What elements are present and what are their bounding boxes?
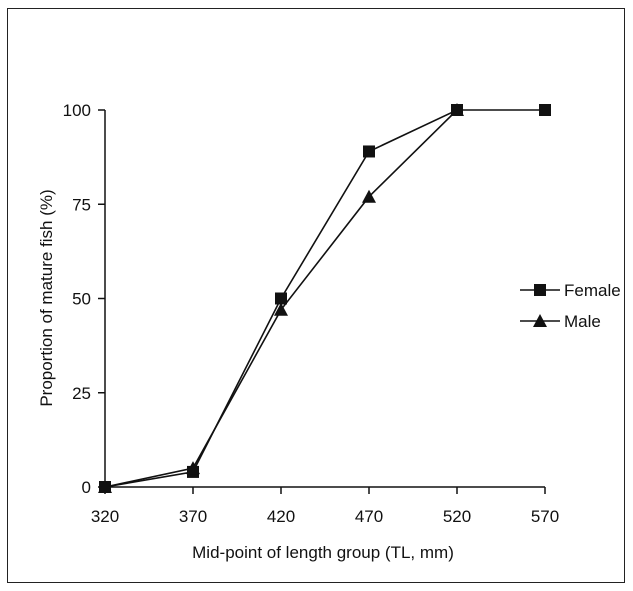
series-female xyxy=(99,104,551,493)
male-point xyxy=(274,302,288,316)
chart-frame xyxy=(7,8,625,583)
y-tick-label: 50 xyxy=(72,290,91,309)
x-tick-label: 420 xyxy=(267,507,295,526)
female-line xyxy=(104,109,545,488)
legend-label-male: Male xyxy=(564,312,601,331)
female-point xyxy=(539,104,551,116)
x-tick-label: 470 xyxy=(355,507,383,526)
x-tick-label: 520 xyxy=(443,507,471,526)
female-point xyxy=(275,292,287,305)
male-point xyxy=(362,189,376,203)
x-tick-label: 570 xyxy=(531,507,559,526)
legend-marker-female xyxy=(534,284,546,296)
x-tick-label: 370 xyxy=(179,507,207,526)
series-layer xyxy=(98,103,551,493)
y-axis-title: Proportion of mature fish (%) xyxy=(37,189,56,406)
male-point xyxy=(186,461,200,475)
legend-label-female: Female xyxy=(564,281,621,300)
series-male xyxy=(98,103,464,493)
male-point xyxy=(98,480,112,493)
y-tick-label: 75 xyxy=(72,195,91,214)
male-point xyxy=(450,103,464,116)
y-tick-label: 0 xyxy=(82,478,91,497)
legend: Female Male xyxy=(520,281,621,331)
y-tick-label: 25 xyxy=(72,384,91,403)
x-tick-label: 320 xyxy=(91,507,119,526)
y-tick-label: 100 xyxy=(63,101,91,120)
x-axis-title: Mid-point of length group (TL, mm) xyxy=(192,543,454,562)
legend-marker-male xyxy=(533,314,547,327)
female-point xyxy=(363,145,375,158)
axes: 320 370 420 470 520 570 0 25 50 75 100 xyxy=(63,101,560,526)
